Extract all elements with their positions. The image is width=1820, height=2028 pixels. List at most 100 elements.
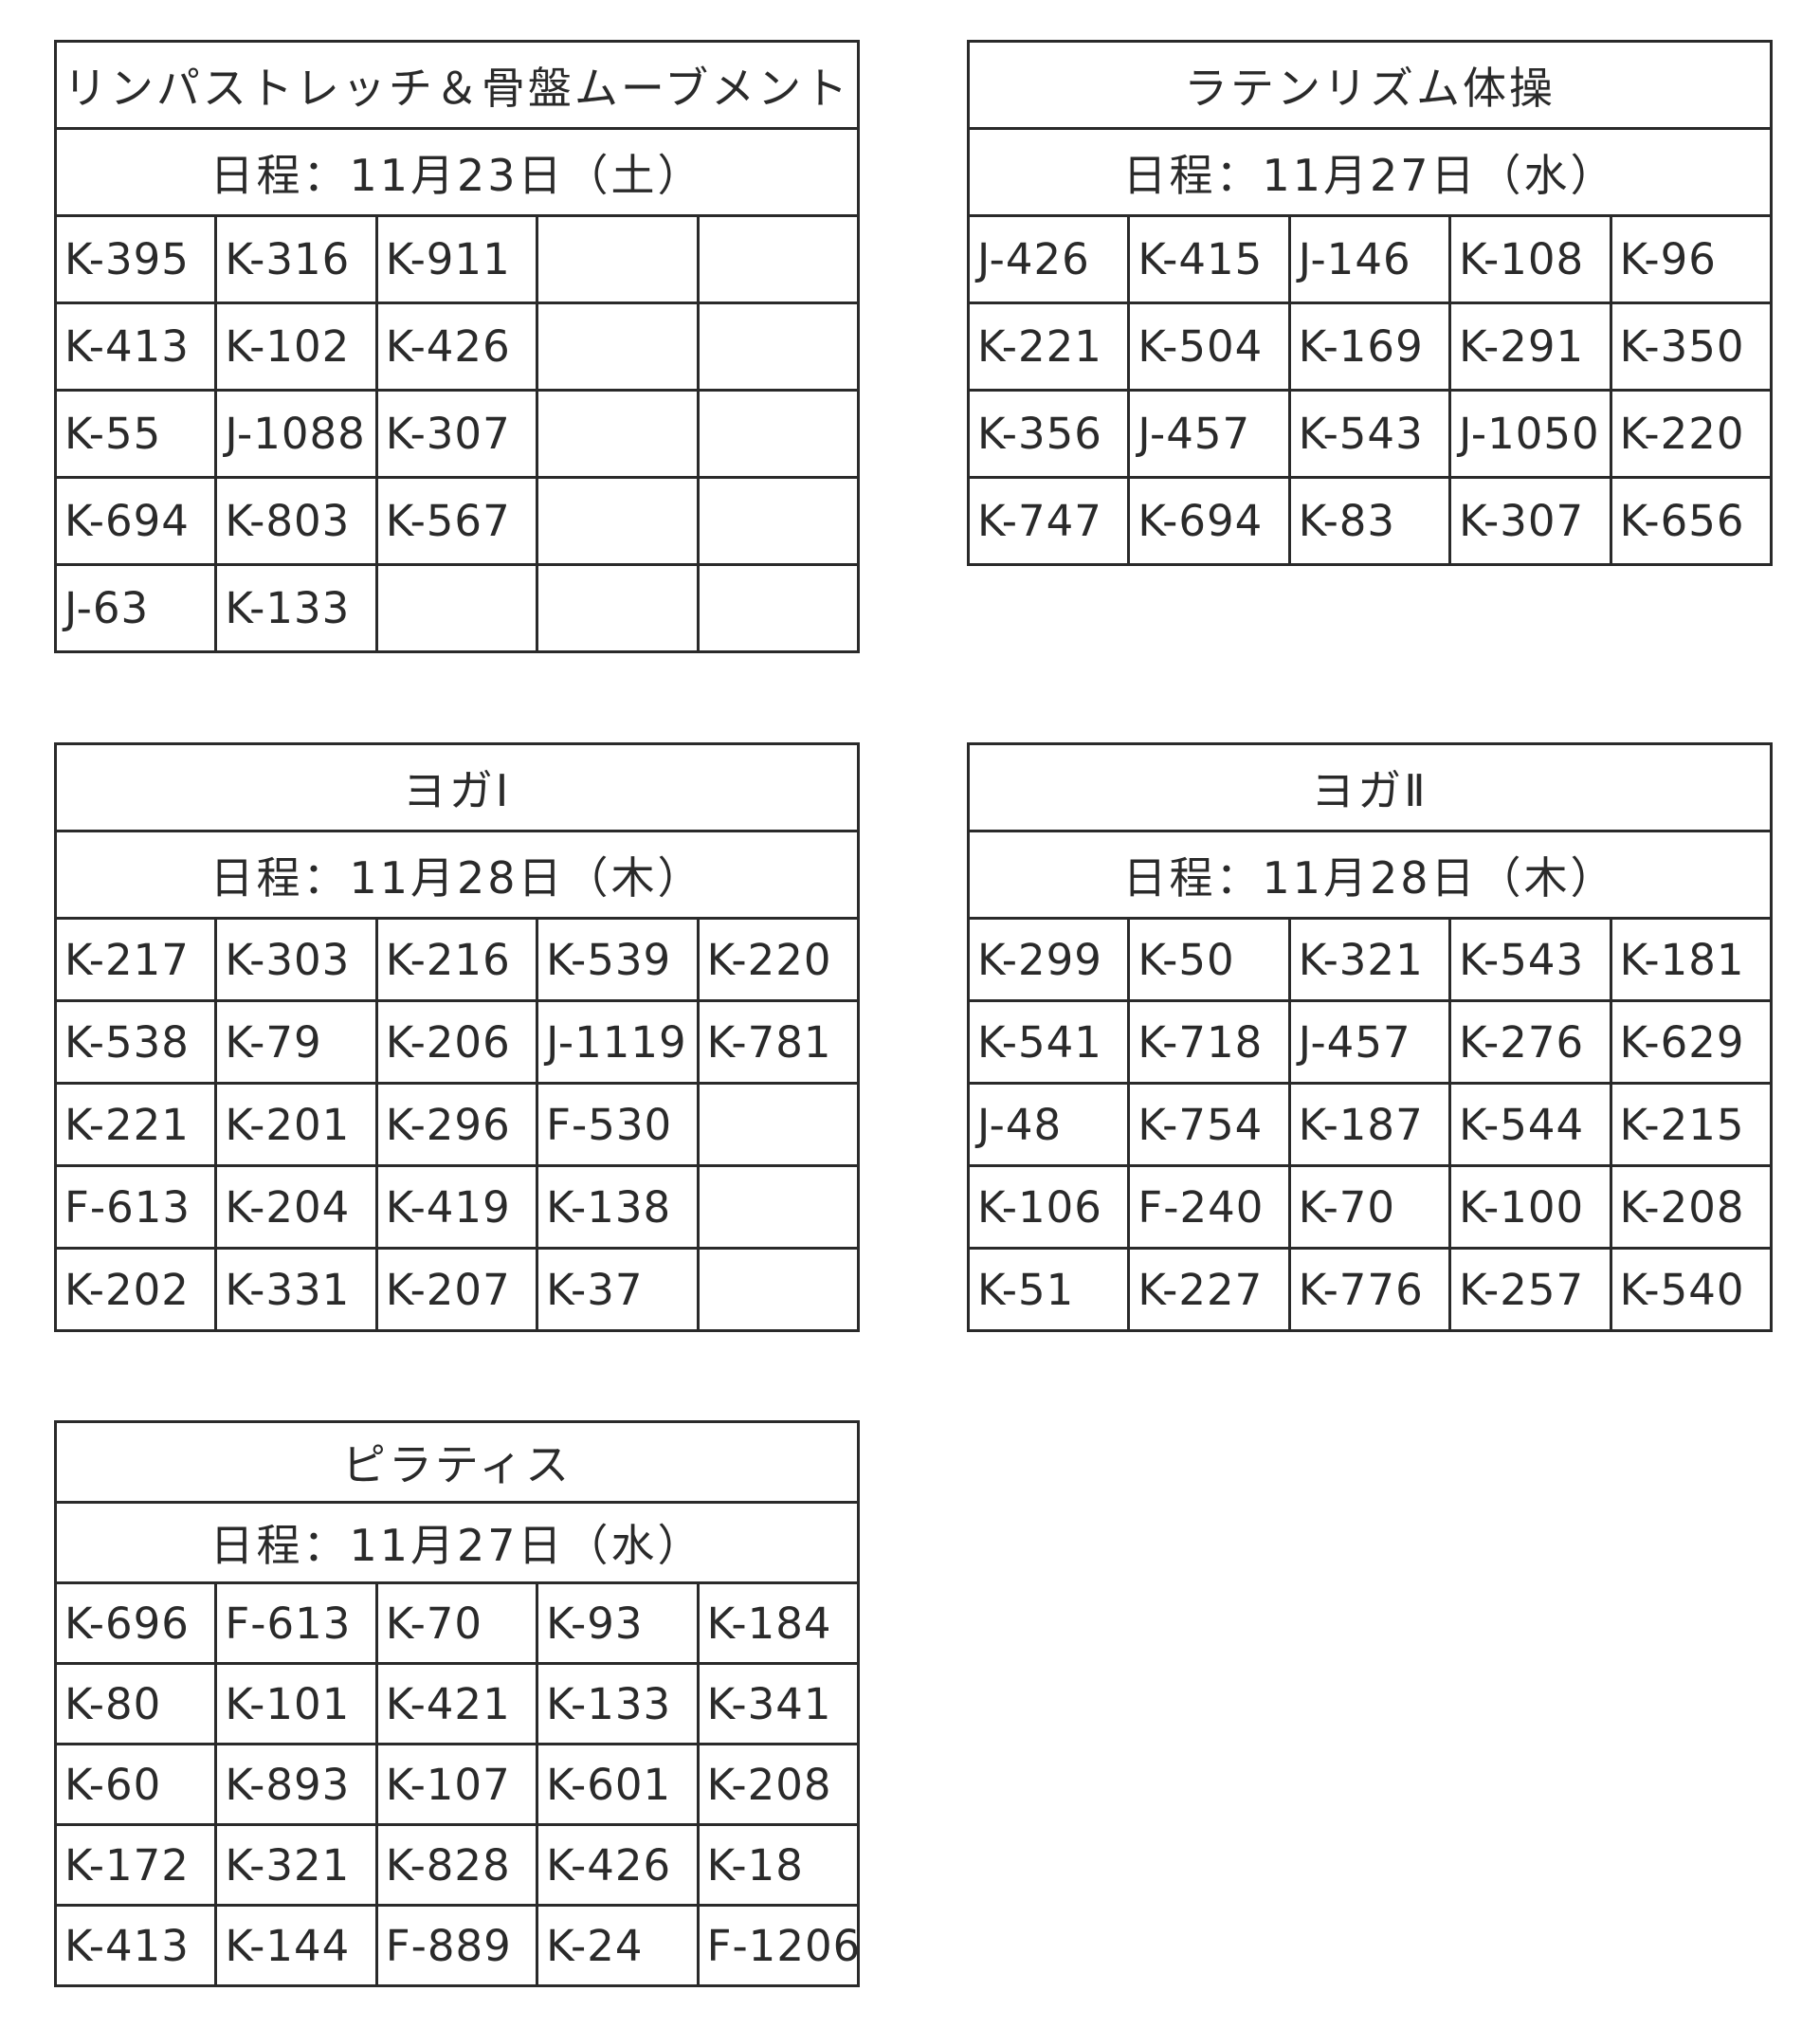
participant-id-cell: K-781 [696, 999, 861, 1085]
participant-id-cell: K-207 [374, 1247, 539, 1332]
participant-id-cell: K-55 [53, 389, 218, 479]
participant-id-cell: K-184 [696, 1581, 861, 1665]
participant-id-cell: K-291 [1448, 301, 1612, 392]
table-row: K-694 K-803 K-567 [53, 476, 861, 566]
participant-id-cell: K-350 [1609, 301, 1774, 392]
table-row: K-221 K-504 K-169 K-291 K-350 [966, 301, 1774, 392]
participant-id-cell: K-187 [1287, 1082, 1452, 1167]
participant-id-cell: K-828 [374, 1823, 539, 1907]
participant-id-cell: K-50 [1127, 917, 1291, 1002]
participant-id-cell: K-217 [53, 917, 218, 1002]
participant-id-cell: F-530 [536, 1082, 700, 1167]
participant-id-cell: K-307 [1448, 476, 1612, 566]
participant-id-cell: K-70 [1287, 1164, 1452, 1250]
participant-id-cell: K-208 [696, 1743, 861, 1826]
participant-id-cell: K-694 [53, 476, 218, 566]
schedule-table-latin-rhythm: ラテンリズム体操 日程：11月27日（水） J-426 K-415 J-146 K-108… [966, 40, 1774, 566]
participant-id-cell [536, 476, 700, 566]
participant-id-cell: K-133 [214, 563, 378, 653]
participant-id-cell: K-18 [696, 1823, 861, 1907]
participant-id-cell: F-1206 [696, 1904, 861, 1987]
participant-id-cell: J-457 [1127, 389, 1291, 479]
participant-id-cell: F-240 [1127, 1164, 1291, 1250]
participant-id-cell: K-395 [53, 214, 218, 304]
participant-id-cell: K-567 [374, 476, 539, 566]
table-row: K-80 K-101 K-421 K-133 K-341 [53, 1662, 861, 1745]
participant-id-cell: K-541 [966, 999, 1131, 1085]
table-row: F-613 K-204 K-419 K-138 [53, 1164, 861, 1250]
table-row: K-541 K-718 J-457 K-276 K-629 [966, 999, 1774, 1085]
participant-id-cell: J-63 [53, 563, 218, 653]
participant-id-cell [696, 301, 861, 392]
class-date: 日程：11月28日（木） [54, 830, 860, 920]
participant-id-cell: K-543 [1448, 917, 1612, 1002]
table-row: K-106 F-240 K-70 K-100 K-208 [966, 1164, 1774, 1250]
participant-id-cell: K-629 [1609, 999, 1774, 1085]
participant-id-cell: K-694 [1127, 476, 1291, 566]
participant-id-cell: K-413 [53, 1904, 218, 1987]
participant-id-cell: K-96 [1609, 214, 1774, 304]
participant-id-cell: K-220 [1609, 389, 1774, 479]
class-date: 日程：11月28日（木） [967, 830, 1773, 920]
class-title: ラテンリズム体操 [967, 40, 1773, 130]
participant-id-cell [696, 476, 861, 566]
participant-id-cell: K-307 [374, 389, 539, 479]
participant-id-cell: K-60 [53, 1743, 218, 1826]
participant-id-cell [536, 389, 700, 479]
participant-id-cell [536, 214, 700, 304]
table-row: J-426 K-415 J-146 K-108 K-96 [966, 214, 1774, 304]
participant-id-cell: K-303 [214, 917, 378, 1002]
participant-id-cell: K-747 [966, 476, 1131, 566]
participant-id-cell: K-51 [966, 1247, 1131, 1332]
participant-id-cell: J-1119 [536, 999, 700, 1085]
participant-id-cell: K-656 [1609, 476, 1774, 566]
participant-id-cell: J-457 [1287, 999, 1452, 1085]
participant-id-cell: K-504 [1127, 301, 1291, 392]
participant-id-cell: K-80 [53, 1662, 218, 1745]
participant-id-cell: K-144 [214, 1904, 378, 1987]
participant-id-cell: K-37 [536, 1247, 700, 1332]
participant-id-cell: K-133 [536, 1662, 700, 1745]
participant-id-cell: K-544 [1448, 1082, 1612, 1167]
participant-id-cell: K-83 [1287, 476, 1452, 566]
participant-id-cell: K-718 [1127, 999, 1291, 1085]
participant-id-cell: J-1050 [1448, 389, 1612, 479]
table-row: K-696 F-613 K-70 K-93 K-184 [53, 1581, 861, 1665]
participant-id-cell: J-1088 [214, 389, 378, 479]
participant-id-cell: K-204 [214, 1164, 378, 1250]
table-row: K-217 K-303 K-216 K-539 K-220 [53, 917, 861, 1002]
participant-id-cell: K-299 [966, 917, 1131, 1002]
participant-id-cell: K-540 [1609, 1247, 1774, 1332]
participant-id-cell: F-889 [374, 1904, 539, 1987]
table-row: J-63 K-133 [53, 563, 861, 653]
participant-id-cell [536, 301, 700, 392]
class-title: ヨガⅡ [967, 742, 1773, 832]
participant-id-cell: K-341 [696, 1662, 861, 1745]
participant-id-cell: K-208 [1609, 1164, 1774, 1250]
participant-id-cell [696, 563, 861, 653]
participant-id-cell: K-413 [53, 301, 218, 392]
table-row: K-172 K-321 K-828 K-426 K-18 [53, 1823, 861, 1907]
schedule-table-yoga-1: ヨガⅠ 日程：11月28日（木） K-217 K-303 K-216 K-539 K-220… [53, 742, 861, 1332]
participant-id-cell [696, 389, 861, 479]
participant-id-cell: K-419 [374, 1164, 539, 1250]
table-row: K-747 K-694 K-83 K-307 K-656 [966, 476, 1774, 566]
table-row: K-413 K-102 K-426 [53, 301, 861, 392]
schedule-table-lymph-stretch: リンパストレッチ＆骨盤ムーブメント 日程：11月23日（土） K-395 K-316 K… [53, 40, 861, 653]
table-row: K-221 K-201 K-296 F-530 [53, 1082, 861, 1167]
participant-id-cell [536, 563, 700, 653]
participant-id-cell [696, 214, 861, 304]
class-title: ピラティス [54, 1420, 860, 1504]
participant-id-cell: K-426 [536, 1823, 700, 1907]
participant-id-cell: K-172 [53, 1823, 218, 1907]
participant-id-cell: F-613 [214, 1581, 378, 1665]
participant-id-cell: K-257 [1448, 1247, 1612, 1332]
table-row: K-538 K-79 K-206 J-1119 K-781 [53, 999, 861, 1085]
table-row: K-356 J-457 K-543 J-1050 K-220 [966, 389, 1774, 479]
table-row: K-55 J-1088 K-307 [53, 389, 861, 479]
participant-id-cell: K-93 [536, 1581, 700, 1665]
participant-id-cell: K-776 [1287, 1247, 1452, 1332]
participant-id-cell: K-106 [966, 1164, 1131, 1250]
participant-id-cell: K-426 [374, 301, 539, 392]
table-row: K-395 K-316 K-911 [53, 214, 861, 304]
